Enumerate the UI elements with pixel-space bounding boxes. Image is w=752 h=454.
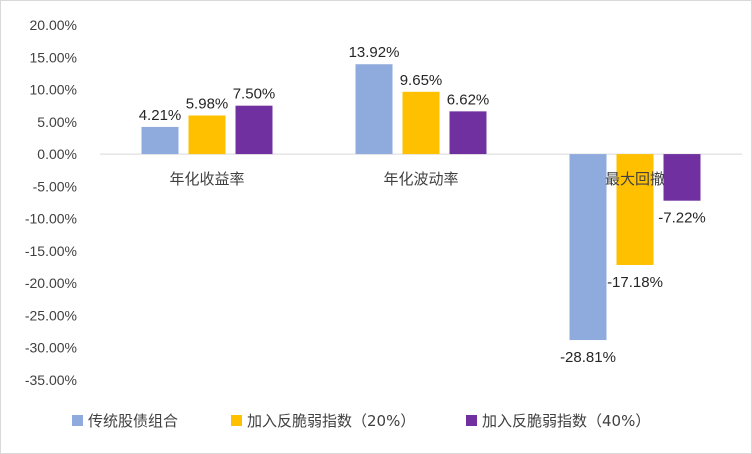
legend-swatch [466,415,477,426]
y-tick-label: 15.00% [30,49,77,65]
y-tick-label: -5.00% [33,178,77,194]
x-category-label: 年化波动率 [383,170,458,188]
y-tick-label: -10.00% [25,211,77,227]
data-label: 5.98% [186,95,229,112]
bar [355,64,393,155]
data-label: 4.21% [139,107,182,124]
data-label: 9.65% [400,72,443,89]
data-label: 6.62% [447,91,490,108]
y-tick-label: 5.00% [37,114,77,130]
data-label: -28.81% [560,349,616,366]
bar [449,111,487,155]
y-tick-label: -25.00% [25,307,77,323]
data-label: 13.92% [349,44,400,61]
bar [402,91,440,155]
data-label: 7.50% [233,86,276,103]
data-label: -7.22% [658,210,706,227]
legend-label: 加入反脆弱指数（20%） [247,412,415,430]
y-tick-label: -15.00% [25,243,77,259]
legend-label: 加入反脆弱指数（40%） [482,412,650,430]
bar [141,126,179,155]
bar [663,154,701,201]
bar [616,154,654,265]
legend-label: 传统股债组合 [88,412,178,430]
y-tick-label: -35.00% [25,372,77,388]
legend-swatch [231,415,242,426]
data-label: -17.18% [607,274,663,291]
y-tick-label: 0.00% [37,146,77,162]
y-tick-label: 10.00% [30,82,77,98]
legend-swatch [72,415,83,426]
y-tick-label: -20.00% [25,275,77,291]
bar [188,115,226,155]
x-category-label: 最大回撤 [605,170,665,188]
bar [235,105,273,155]
y-tick-label: -30.00% [25,340,77,356]
y-tick-label: 20.00% [30,17,77,33]
bar [569,154,607,341]
x-category-label: 年化收益率 [169,170,244,188]
